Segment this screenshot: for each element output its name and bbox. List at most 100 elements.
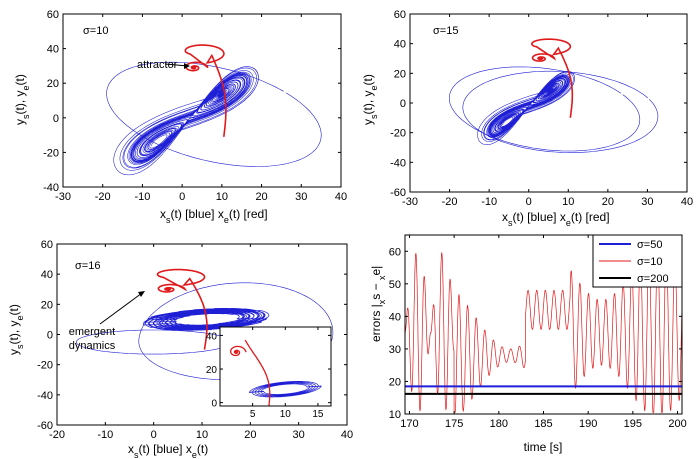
blue-left-loop — [75, 329, 232, 355]
red-trajectory — [184, 44, 227, 137]
y-tick-label: 50 — [389, 279, 401, 291]
y-tick-label: 60 — [47, 9, 59, 21]
panel-errors: 170 175 180 185 190 195 200 10 20 30 40 50 60 σ=50 σ… — [369, 234, 687, 454]
x-tick-label: -20 — [95, 191, 111, 203]
y-tick-label: -40 — [37, 390, 53, 402]
y-tick-label: -20 — [37, 360, 53, 372]
x-tick-label: 40 — [681, 196, 693, 208]
x-tick-label: 30 — [293, 429, 305, 441]
x-tick-label: 195 — [624, 418, 642, 430]
panel-sigma-10: -30 -20 -10 0 10 20 30 40 -40 -20 0 20 40 60 σ=10 att… — [13, 9, 347, 225]
x-tick-label: 15 — [312, 409, 324, 420]
red-trajectory — [530, 38, 574, 118]
y-tick-label: 0 — [53, 113, 59, 125]
x-tick-label: 190 — [579, 418, 597, 430]
plot-frame — [62, 13, 342, 188]
legend: σ=50 σ=10 σ=200 — [592, 234, 683, 288]
y-tick-label: 20 — [389, 376, 401, 388]
blue-outer-loop — [448, 66, 641, 152]
x-axis-label: xs(t) [blue] xe(t) [red] — [160, 207, 268, 225]
inset-red-tail — [244, 339, 271, 407]
blue-trajectory — [448, 66, 659, 153]
x-tick-label: 170 — [400, 418, 418, 430]
attractor-arrowhead — [184, 63, 190, 69]
y-tick-label: 40 — [47, 44, 59, 56]
y-axis-label: ys(t), ye(t) — [13, 74, 31, 125]
inset-red-trajectory — [230, 339, 271, 407]
inset-red-spiral — [230, 345, 247, 357]
panel-annotation: σ=15 — [433, 25, 458, 37]
axis-ticks: -30 -20 -10 0 10 20 30 40 -40 -20 0 20 40 60 — [43, 9, 347, 203]
x-axis-label: time [s] — [524, 440, 563, 454]
axis-ticks: -20 -10 0 10 20 30 40 -60 -40 -20 0 20 40 60 — [37, 239, 353, 441]
y-tick-label: -20 — [390, 128, 406, 140]
y-axis-label: errors |xs − xe| — [369, 266, 387, 342]
emergent-label-line2: dynamics — [69, 340, 116, 352]
x-tick-label: 20 — [244, 429, 256, 441]
x-tick-label: 0 — [526, 196, 532, 208]
y-tick-label: 60 — [41, 239, 53, 251]
x-tick-label: -10 — [481, 196, 497, 208]
blue-outer-loop — [106, 61, 322, 167]
x-tick-label: 180 — [490, 418, 508, 430]
x-tick-label: 10 — [562, 196, 574, 208]
y-tick-label: 40 — [41, 269, 53, 281]
x-axis-label: xs(t) [blue] xe(t) [red] — [502, 210, 610, 228]
axis-ticks: 170 175 180 185 190 195 200 10 20 30 40 50 60 — [389, 235, 687, 430]
blue-curve — [477, 71, 575, 145]
y-tick-label: 60 — [394, 9, 406, 21]
blue-outer-loop — [462, 70, 659, 153]
y-tick-label: 40 — [389, 311, 401, 323]
attractor-label: attractor — [137, 59, 178, 71]
x-tick-label: 30 — [641, 196, 653, 208]
error-series — [404, 247, 683, 413]
x-tick-label: 175 — [445, 418, 463, 430]
x-tick-label: 200 — [668, 418, 686, 430]
inset-axis-ticks: 5 10 15 0 20 40 — [206, 327, 331, 420]
inset-blue-trajectory — [248, 380, 322, 398]
y-tick-label: 0 — [47, 330, 53, 342]
inset-background — [220, 327, 331, 406]
axis-ticks: -30 -20 -10 0 10 20 30 40 -60 -40 -20 0 20 40 60 — [390, 9, 693, 208]
y-axis-label: ys(t), ye(t) — [7, 304, 25, 355]
x-tick-label: 20 — [602, 196, 614, 208]
y-tick-label: 20 — [394, 68, 406, 80]
red-fixed-point — [166, 287, 170, 292]
red-fixed-point — [538, 56, 543, 61]
y-tick-label: 20 — [47, 78, 59, 90]
y-tick-label: -60 — [390, 187, 406, 199]
legend-label-sigma10: σ=10 — [637, 256, 662, 268]
panel-annotation: σ=10 — [83, 25, 108, 37]
x-tick-label: 30 — [295, 191, 307, 203]
x-axis-label: xs(t) [blue] xe(t) — [128, 442, 208, 459]
x-tick-label: 40 — [335, 191, 347, 203]
x-tick-label: -30 — [402, 196, 418, 208]
series-sigma10 — [404, 247, 683, 413]
y-tick-label: 30 — [389, 344, 401, 356]
y-tick-label: -40 — [43, 182, 59, 194]
emergent-label-line1: emergent — [69, 326, 115, 338]
emergent-arrow — [99, 292, 143, 325]
x-tick-label: 20 — [255, 191, 267, 203]
y-tick-label: -60 — [37, 420, 53, 432]
x-tick-label: 40 — [341, 429, 353, 441]
x-tick-label: -10 — [134, 191, 150, 203]
y-tick-label: 40 — [206, 331, 218, 342]
x-tick-label: 0 — [179, 191, 185, 203]
x-tick-label: -30 — [55, 191, 71, 203]
blue-trajectory — [106, 61, 322, 176]
x-tick-label: 5 — [250, 409, 256, 420]
red-fixed-point — [192, 65, 196, 70]
y-axis-label: ys(t), ye(t) — [361, 74, 379, 125]
blue-curve — [113, 66, 259, 176]
legend-label-sigma200: σ=200 — [637, 273, 669, 285]
panel-sigma-16: -20 -10 0 10 20 30 40 -60 -40 -20 0 20 40 60 σ=16 eme… — [7, 239, 353, 459]
y-tick-label: 40 — [394, 39, 406, 51]
x-tick-label: -10 — [97, 429, 113, 441]
y-tick-label: 20 — [206, 365, 218, 376]
plot-frame — [409, 13, 688, 193]
x-tick-label: -20 — [442, 196, 458, 208]
panel-annotation: σ=16 — [75, 260, 100, 272]
